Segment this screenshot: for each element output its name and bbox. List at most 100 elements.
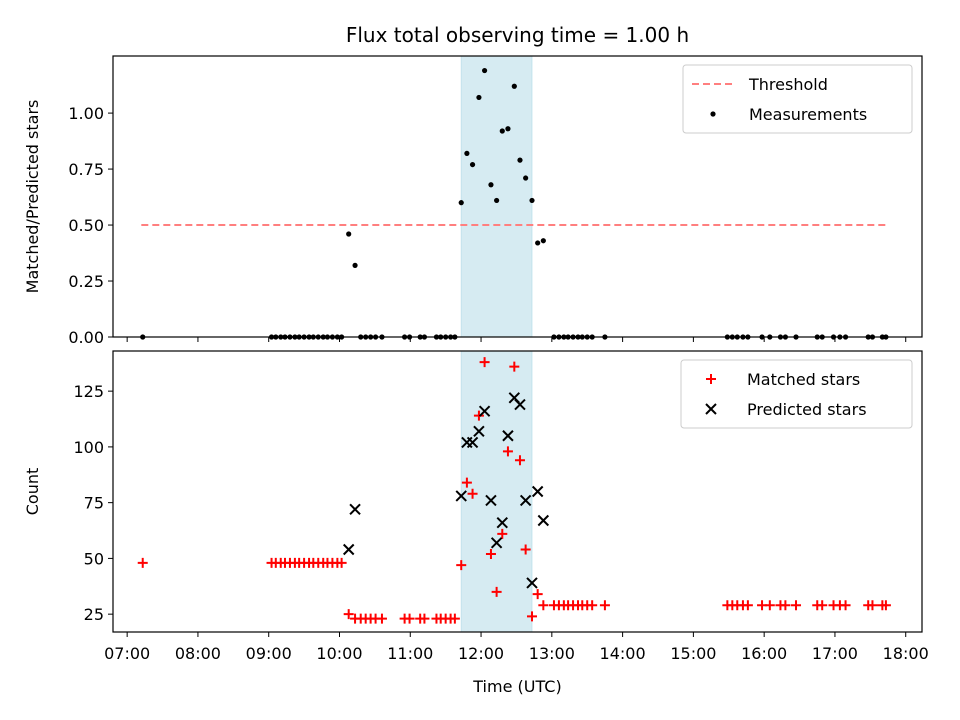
x-tick-label: 15:00	[670, 644, 716, 663]
data-point	[419, 613, 430, 624]
series-predicted-stars	[342, 392, 550, 589]
data-point	[343, 609, 354, 620]
data-point	[529, 197, 535, 204]
data-point	[840, 600, 851, 611]
data-point	[478, 405, 491, 417]
legend-box	[680, 359, 913, 429]
data-point	[458, 200, 464, 206]
data-point	[497, 528, 508, 539]
y-axis-label: Count	[23, 468, 42, 516]
legend-label: Threshold	[748, 75, 828, 94]
data-point	[473, 425, 485, 437]
legend: Matched stars Predicted stars	[680, 359, 913, 429]
data-point	[404, 613, 415, 624]
data-point	[494, 197, 500, 204]
x-tick-label: 10:00	[316, 644, 362, 663]
data-point	[485, 548, 496, 559]
data-point	[537, 514, 550, 527]
data-point	[491, 586, 502, 597]
data-point	[742, 600, 753, 611]
data-point	[352, 262, 358, 268]
x-tick-label: 11:00	[387, 644, 433, 663]
legend-marker	[710, 111, 716, 117]
data-point	[464, 150, 470, 156]
y-axis-label: Matched/Predicted stars	[23, 100, 42, 294]
bottom-panel-count-plot: 25 50 75 100 125 07:00 08:00 09:00 10:00 11:00 12:…	[23, 350, 929, 696]
x-tick-label: 14:00	[600, 644, 646, 663]
data-point	[485, 494, 497, 507]
data-point	[461, 477, 472, 488]
data-point	[336, 557, 347, 568]
data-point	[587, 600, 598, 611]
series-matched-stars	[137, 357, 891, 624]
data-point	[509, 361, 520, 372]
legend-marker	[706, 374, 716, 384]
highlight-band	[460, 55, 533, 338]
data-point	[791, 600, 802, 611]
top-panel-ratio-plot: 0.00 0.25 0.50 0.75 1.00 Matched/Predicted st…	[23, 55, 923, 347]
y-tick-label: 0.50	[68, 216, 104, 235]
x-tick-label: 13:00	[529, 644, 575, 663]
data-point	[532, 589, 543, 600]
data-point	[376, 613, 387, 624]
data-point	[526, 577, 538, 589]
data-point	[505, 126, 511, 132]
data-point	[456, 560, 467, 571]
data-point	[514, 455, 525, 466]
legend: Threshold Measurements	[682, 64, 913, 134]
y-tick-label: 25	[84, 605, 104, 624]
x-axis-label: Time (UTC)	[472, 677, 561, 696]
legend-marker	[705, 403, 717, 415]
legend-label: Measurements	[749, 105, 867, 124]
x-tick-label: 12:00	[458, 644, 504, 663]
data-point	[490, 537, 503, 549]
data-point	[780, 600, 791, 611]
data-point	[880, 600, 891, 611]
data-point	[473, 410, 484, 421]
data-point	[488, 182, 494, 188]
data-point	[502, 430, 514, 442]
data-point	[817, 600, 828, 611]
data-point	[540, 238, 546, 244]
data-point	[527, 611, 538, 622]
data-point	[523, 175, 529, 181]
data-point	[514, 398, 526, 411]
data-point	[342, 543, 355, 556]
data-point	[511, 83, 517, 89]
data-point	[466, 436, 479, 449]
data-point	[538, 600, 549, 611]
legend-box	[682, 64, 913, 134]
data-point	[867, 600, 878, 611]
legend-label: Predicted stars	[747, 400, 867, 419]
y-tick-label: 100	[73, 438, 104, 457]
x-tick-label: 09:00	[246, 644, 292, 663]
x-tick-label: 17:00	[812, 644, 858, 663]
data-point	[476, 94, 482, 101]
data-point	[469, 161, 476, 168]
data-point	[499, 128, 505, 134]
y-tick-label: 1.00	[68, 104, 104, 123]
data-point	[520, 544, 531, 555]
data-point	[599, 600, 610, 611]
data-point	[764, 600, 775, 611]
x-tick-label: 07:00	[104, 644, 150, 663]
data-point	[535, 240, 541, 246]
axes-frame	[112, 55, 923, 338]
x-tick-label: 16:00	[741, 644, 787, 663]
y-tick-label: 0.25	[68, 272, 104, 291]
legend-label: Matched stars	[747, 370, 860, 389]
y-tick-label: 0.75	[68, 160, 104, 179]
data-point	[346, 231, 352, 237]
axes-frame	[112, 350, 923, 633]
data-point	[517, 157, 523, 163]
data-point	[481, 67, 488, 74]
x-tick-label: 18:00	[883, 644, 929, 663]
data-point	[455, 490, 467, 502]
chart-title: Flux total observing time = 1.00 h	[346, 23, 689, 47]
y-tick-label: 0.00	[68, 328, 104, 347]
data-point	[137, 557, 148, 568]
data-point	[531, 485, 544, 498]
y-tick-label: 125	[73, 382, 104, 401]
data-point	[502, 446, 513, 457]
